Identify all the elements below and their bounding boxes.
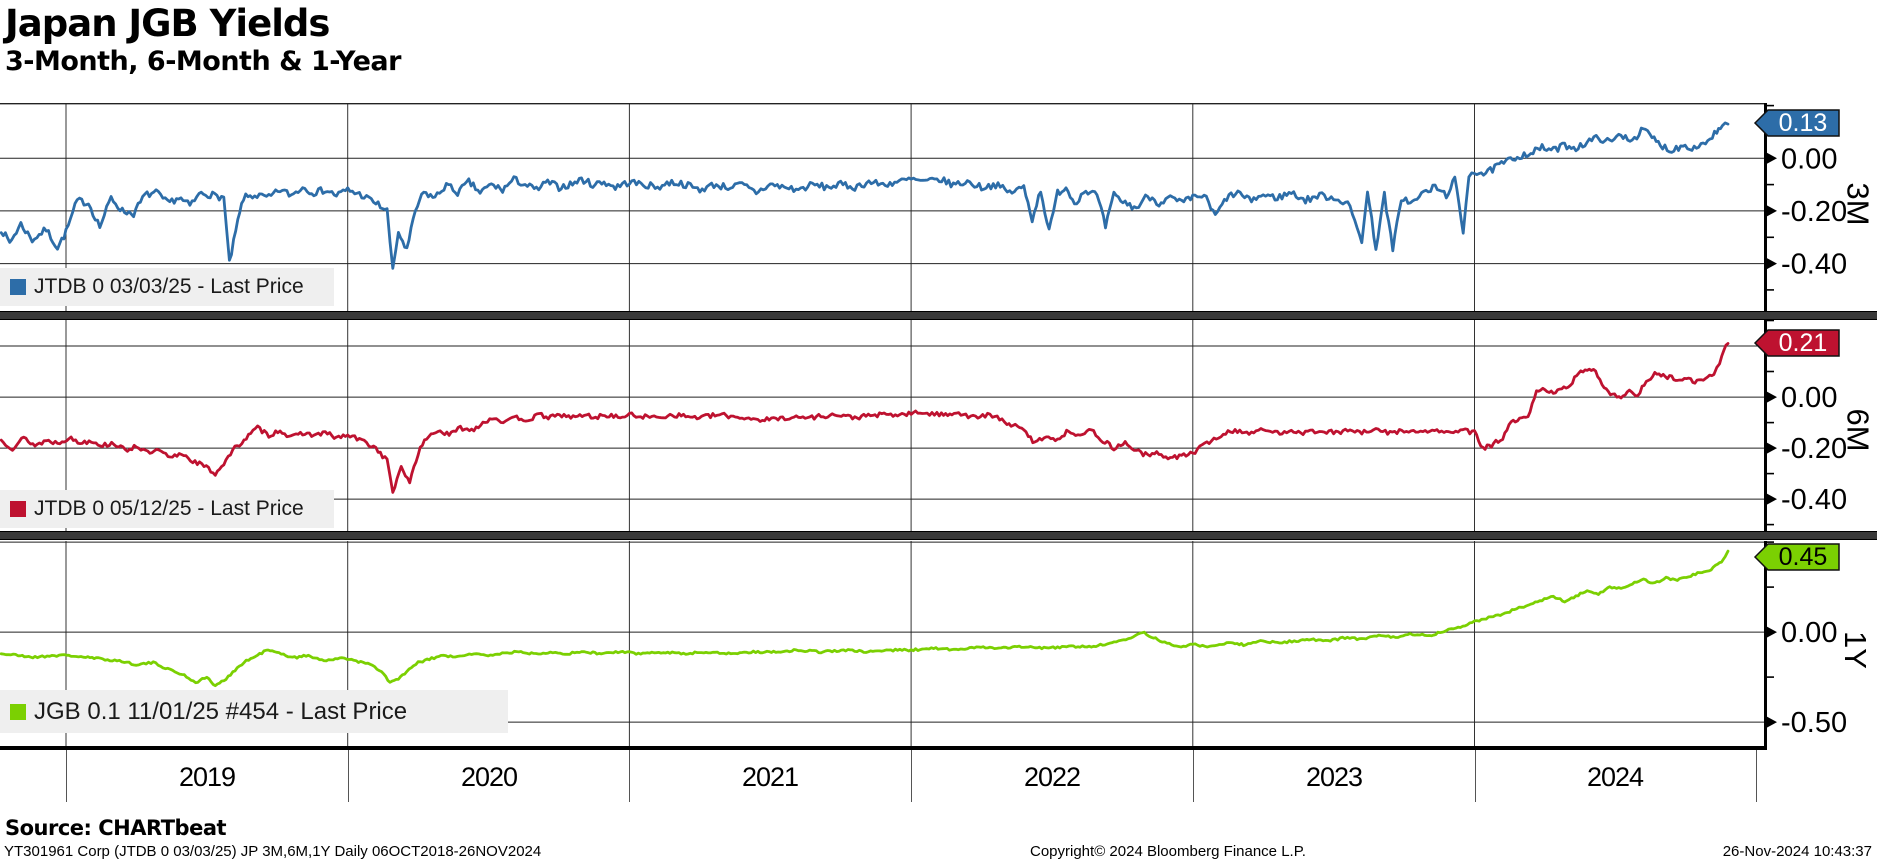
legend-1y: JGB 0.1 11/01/25 #454 - Last Price — [0, 690, 508, 733]
legend-swatch-3m-icon — [10, 279, 26, 295]
chart-panel-1y[interactable]: 0.00 -0.50 — [0, 541, 1877, 750]
panel-label-1y: 1Y — [1837, 631, 1873, 669]
timestamp: 26-Nov-2024 10:43:37 — [1722, 843, 1872, 860]
x-axis-line — [0, 746, 1766, 750]
badge-value-3m: 0.13 — [1779, 109, 1828, 137]
year-label-2022: 2022 — [1023, 762, 1081, 792]
badge-value-1y: 0.45 — [1779, 543, 1828, 571]
chart-panel-3m[interactable]: 0.00 -0.20 -0.40 — [0, 103, 1877, 311]
security-descriptor: YT301961 Corp (JTDB 0 03/03/25) JP 3M,6M… — [4, 843, 542, 860]
year-label-2020: 2020 — [460, 762, 518, 792]
year-separator — [1475, 750, 1476, 802]
panel-separator-2 — [0, 531, 1877, 540]
year-label-2024: 2024 — [1586, 762, 1644, 792]
year-separator — [629, 750, 630, 802]
year-separator — [66, 750, 67, 802]
legend-label-6m: JTDB 0 05/12/25 - Last Price — [34, 497, 304, 520]
badge-shape-1y — [1753, 543, 1840, 571]
year-separator — [348, 750, 349, 802]
year-label-2019: 2019 — [178, 762, 236, 792]
page-title: Japan JGB Yields — [5, 2, 330, 45]
last-price-badge-6m: 0.21 — [1753, 328, 1841, 358]
svg-text:-0.50: -0.50 — [1781, 707, 1847, 739]
x-axis-year-labels: 2019 2020 2021 2022 2023 2024 — [0, 750, 1877, 812]
legend-swatch-6m-icon — [10, 501, 26, 517]
svg-text:-0.20: -0.20 — [1781, 196, 1847, 228]
panel-label-3m: 3M — [1840, 182, 1876, 226]
svg-text:-0.20: -0.20 — [1781, 433, 1847, 465]
legend-6m: JTDB 0 05/12/25 - Last Price — [0, 490, 334, 528]
year-separator — [1756, 750, 1757, 802]
legend-3m: JTDB 0 03/03/25 - Last Price — [0, 268, 334, 306]
page-subtitle: 3-Month, 6-Month & 1-Year — [5, 46, 401, 77]
svg-text:0.00: 0.00 — [1781, 382, 1837, 414]
legend-label-1y: JGB 0.1 11/01/25 #454 - Last Price — [34, 697, 408, 725]
last-price-badge-3m: 0.13 — [1753, 108, 1841, 138]
badge-shape-3m — [1753, 109, 1840, 137]
copyright-note: Copyright© 2024 Bloomberg Finance L.P. — [1030, 843, 1306, 860]
panel-separator-1 — [0, 311, 1877, 320]
source-note: Source: CHARTbeat — [5, 816, 227, 840]
svg-text:-0.40: -0.40 — [1781, 484, 1847, 516]
chart-panel-6m[interactable]: 0.00 -0.20 -0.40 — [0, 320, 1877, 531]
legend-swatch-1y-icon — [10, 703, 26, 720]
year-label-2023: 2023 — [1305, 762, 1363, 792]
badge-shape-6m — [1753, 329, 1840, 357]
svg-text:0.00: 0.00 — [1781, 617, 1837, 649]
year-label-2021: 2021 — [741, 762, 799, 792]
svg-text:0.00: 0.00 — [1781, 143, 1837, 175]
year-separator — [1193, 750, 1194, 802]
panel-label-6m: 6M — [1840, 408, 1876, 452]
svg-text:-0.40: -0.40 — [1781, 249, 1847, 281]
year-separator — [911, 750, 912, 802]
legend-label-3m: JTDB 0 03/03/25 - Last Price — [34, 275, 304, 298]
badge-value-6m: 0.21 — [1779, 329, 1828, 357]
last-price-badge-1y: 0.45 — [1753, 542, 1841, 572]
footer-meta-row: YT301961 Corp (JTDB 0 03/03/25) JP 3M,6M… — [0, 843, 1877, 863]
